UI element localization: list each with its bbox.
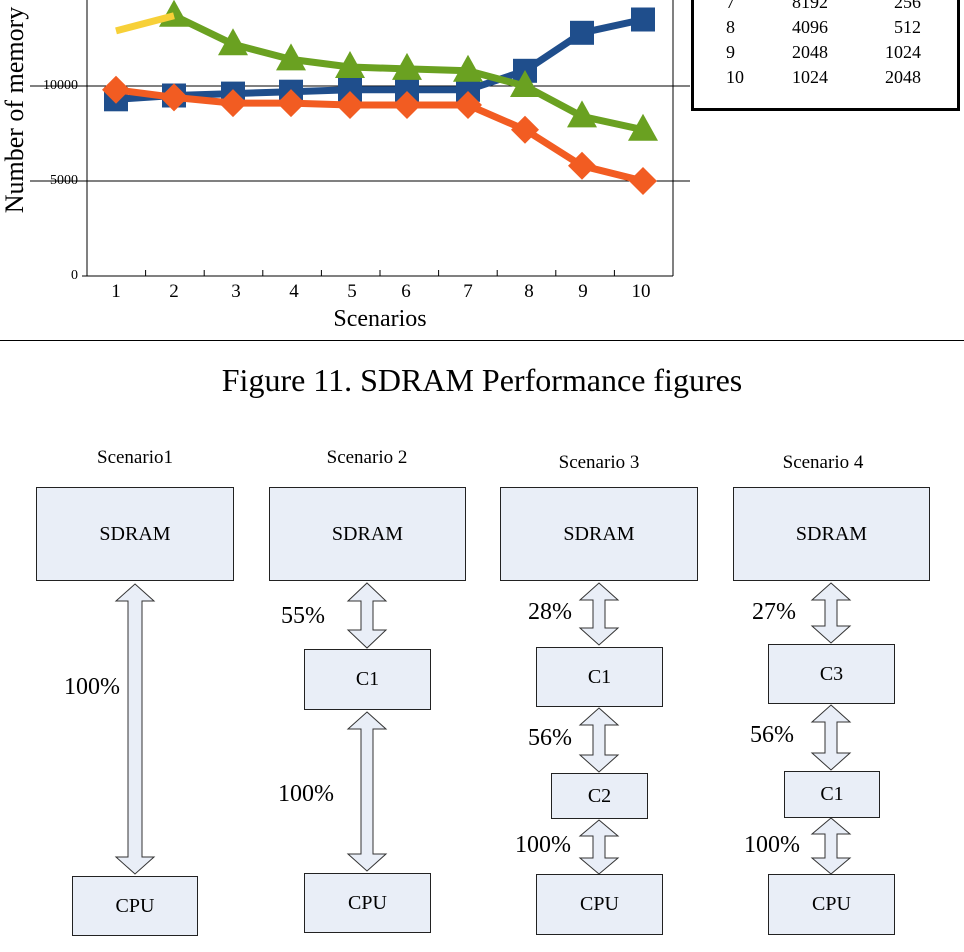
data-point-diamond [511,115,539,144]
double-arrow-icon [810,817,852,875]
data-point-diamond [454,91,482,119]
data-point-triangle [276,43,306,71]
percent-label: 100% [744,832,800,858]
table-cell: 1024 [885,42,921,62]
y-tick-label: 0 [71,268,78,283]
double-arrow-icon [810,704,852,771]
data-point-square [570,20,594,45]
x-tick-label: 3 [231,281,241,302]
percent-label: 100% [64,674,120,700]
data-point-square [631,7,655,32]
percent-label: 100% [278,781,334,807]
cpu-box: CPU [304,873,431,933]
percent-label: 27% [752,599,796,625]
table-row: 7 8192 256 [694,0,963,17]
table-cell: 2048 [792,42,828,62]
table-cell: 512 [894,17,921,37]
cache-box: C3 [768,644,895,704]
data-point-triangle [335,51,365,78]
x-tick-label: 5 [347,281,357,302]
percent-label: 100% [515,832,571,858]
data-point-triangle [567,100,597,128]
table-row: 9 2048 1024 [694,42,963,67]
x-tick-label: 9 [578,281,588,302]
divider [0,340,964,341]
x-tick-label: 1 [111,281,121,302]
table-cell: 256 [894,0,921,12]
cpu-box: CPU [768,874,895,935]
x-tick-label: 6 [401,281,411,302]
scenario-title: Scenario1 [97,447,173,468]
sdram-box: SDRAM [733,487,930,581]
table-row: 8 4096 512 [694,17,963,42]
data-point-triangle [392,52,422,80]
double-arrow-icon [346,711,388,872]
table-cell: 4096 [792,17,828,37]
scenario-title: Scenario 4 [782,452,864,473]
data-point-diamond [160,83,188,112]
double-arrow-icon [578,819,620,875]
figure-caption: Figure 11. SDRAM Performance figures [221,362,743,398]
cache-box: C1 [784,771,880,818]
x-tick-label: 4 [289,281,299,302]
percent-label: 28% [528,599,572,625]
data-point-diamond [336,91,364,119]
x-tick-label: 10 [631,281,651,302]
data-point-diamond [277,89,305,118]
data-point-triangle [628,113,658,141]
double-arrow-icon [810,582,852,644]
table-cell: 2048 [885,67,921,87]
percent-label: 56% [528,725,572,751]
series-line-3 [115,86,644,185]
scenario-title: Scenario 2 [326,447,408,468]
table-cell: 9 [726,42,735,62]
cache-box: C1 [304,649,431,710]
data-point-triangle [218,28,248,56]
data-point-diamond [102,75,130,104]
data-point-diamond [393,91,421,119]
data-point-triangle [453,54,483,82]
series-line-1 [115,16,644,103]
data-point-diamond [219,89,247,118]
table-cell: 1024 [792,67,828,87]
series-line-4 [115,12,175,35]
double-arrow-icon [346,582,388,649]
data-point-triangle [510,70,540,97]
cache-box: C2 [551,773,648,819]
cpu-box: CPU [72,876,198,936]
double-arrow-icon [578,582,620,646]
cache-box: C1 [536,647,663,707]
y-tick-label: 5000 [50,173,78,188]
table-cell: 10 [726,67,744,87]
double-arrow-icon [578,707,620,773]
percent-label: 56% [750,722,794,748]
y-tick-label: 10000 [43,78,78,93]
table-cell: 8 [726,17,735,37]
cpu-box: CPU [536,874,663,935]
data-point-diamond [629,167,657,195]
x-tick-label: 2 [169,281,179,302]
scenario-title: Scenario 3 [558,452,640,473]
sdram-box: SDRAM [269,487,466,581]
table-cell: 8192 [792,0,828,12]
x-tick-label: 7 [463,281,473,302]
scenario-table: 7 8192 256 8 4096 512 9 2048 1024 10 102… [691,0,960,111]
line-chart [30,0,690,277]
double-arrow-icon [114,583,156,875]
sdram-box: SDRAM [500,487,698,581]
table-row: 10 1024 2048 [694,67,963,92]
table-cell: 7 [726,0,735,12]
x-tick-label: 8 [524,281,534,302]
x-axis-label: Scenarios [333,306,427,332]
sdram-box: SDRAM [36,487,234,581]
percent-label: 55% [281,603,325,629]
data-point-diamond [568,151,596,180]
